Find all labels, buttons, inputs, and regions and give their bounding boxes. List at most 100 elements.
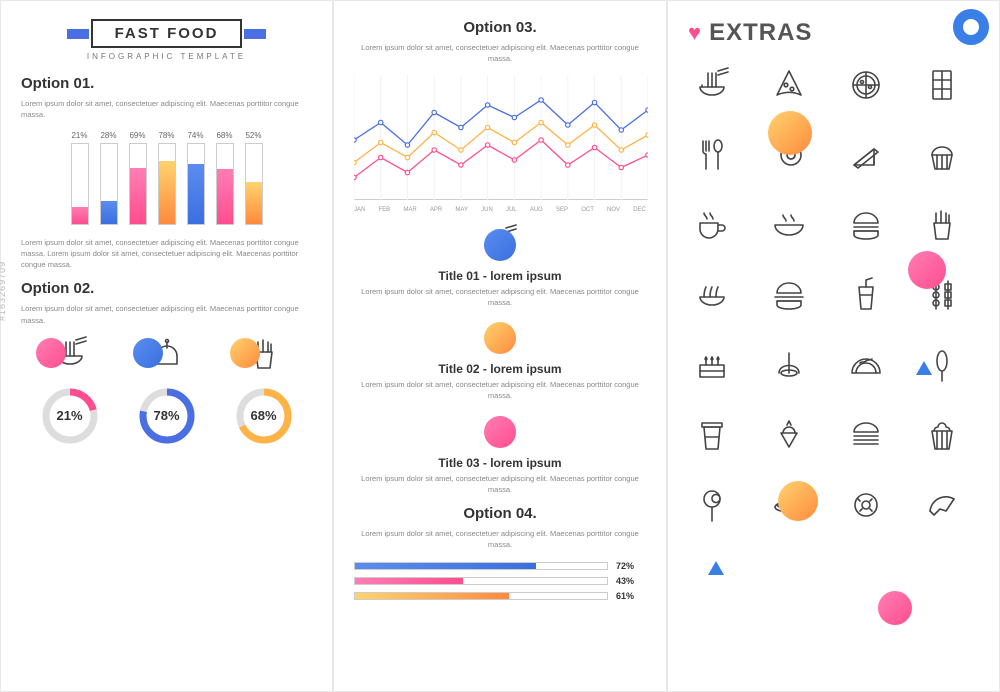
bar-track [187, 143, 205, 225]
donut-item: 78% [127, 336, 207, 448]
bar-label: 78% [158, 131, 176, 140]
bar-column: 52% [245, 131, 263, 225]
header-subtitle: INFOGRAPHIC TEMPLATE [21, 52, 312, 61]
chocolate-icon [918, 61, 966, 109]
coffee-icon [688, 201, 736, 249]
bar-label: 21% [71, 131, 89, 140]
fries-icon [918, 201, 966, 249]
watermark: #183269709 [0, 261, 7, 321]
pizza-round-icon [842, 61, 890, 109]
noodles2-icon [688, 271, 736, 319]
donut-item: 21% [30, 336, 110, 448]
title-item: Title 01 - lorem ipsum Lorem ipsum dolor… [354, 225, 646, 309]
title-item: Title 02 - lorem ipsum Lorem ipsum dolor… [354, 318, 646, 402]
blob-accent [908, 251, 946, 289]
taco-icon [842, 341, 890, 389]
bar-column: 28% [100, 131, 118, 225]
burger3-icon [842, 411, 890, 459]
option01-title: Option 01. [21, 75, 312, 92]
ring-accent-icon [953, 9, 989, 45]
noodles-icon [688, 61, 736, 109]
lollipop-icon [688, 481, 736, 529]
bar-label: 28% [100, 131, 118, 140]
bar-track [100, 143, 118, 225]
corndog-icon [918, 341, 966, 389]
blob-accent [878, 591, 912, 625]
option02-donuts: 21% 78% 68% [21, 336, 312, 448]
togo-cup-icon [688, 411, 736, 459]
bar-track [158, 143, 176, 225]
hbar-pct: 72% [616, 561, 646, 571]
bar-track [129, 143, 147, 225]
donut-chart: 78% [135, 384, 199, 448]
option04-title: Option 04. [354, 505, 646, 522]
title-label: Title 02 - lorem ipsum [354, 362, 646, 376]
title-item: Title 03 - lorem ipsum Lorem ipsum dolor… [354, 412, 646, 496]
option03-title: Option 03. [354, 19, 646, 36]
hbar-track [354, 577, 608, 585]
cake-slice-icon [842, 131, 890, 179]
blob-accent [778, 481, 818, 521]
soup-icon [765, 201, 813, 249]
croissant-icon [918, 481, 966, 529]
option01-desc2: Lorem ipsum dolor sit amet, consectetuer… [21, 237, 312, 271]
donut-chart: 21% [38, 384, 102, 448]
bar-track [245, 143, 263, 225]
bar-column: 74% [187, 131, 205, 225]
hbar-pct: 43% [616, 576, 646, 586]
option03-chart: JANFEBMARAPRMAYJUNJULAUGSEPOCTNOVDEC [354, 75, 646, 213]
burger2-icon [765, 271, 813, 319]
cutlery-icon [688, 131, 736, 179]
title-desc: Lorem ipsum dolor sit amet, consectetuer… [354, 473, 646, 496]
donut-pct: 78% [135, 384, 199, 448]
bar-label: 69% [129, 131, 147, 140]
bar-label: 68% [216, 131, 234, 140]
extras-icon-grid [688, 61, 979, 529]
panel-right: ♥ EXTRAS [667, 0, 1000, 692]
bar-column: 69% [129, 131, 147, 225]
option04-bars: 72% 43% 61% [354, 561, 646, 601]
panel-middle: Option 03. Lorem ipsum dolor sit amet, c… [333, 0, 667, 692]
birthday-cake-icon [688, 341, 736, 389]
hbar-pct: 61% [616, 591, 646, 601]
cupcake-icon [918, 131, 966, 179]
donut-icon [842, 481, 890, 529]
option01-desc: Lorem ipsum dolor sit amet, consectetuer… [21, 98, 312, 121]
option03-title-list: Title 01 - lorem ipsum Lorem ipsum dolor… [354, 225, 646, 496]
option02-desc: Lorem ipsum dolor sit amet, consectetuer… [21, 303, 312, 326]
hbar-row: 61% [354, 591, 646, 601]
pizza-slice-icon [765, 61, 813, 109]
header-ribbon: FAST FOOD [21, 19, 312, 48]
option02-title: Option 02. [21, 280, 312, 297]
soda-icon [842, 271, 890, 319]
sundae-icon [765, 411, 813, 459]
blob-accent [768, 111, 812, 155]
hbar-track [354, 592, 608, 600]
option03-desc: Lorem ipsum dolor sit amet, consectetuer… [354, 42, 646, 65]
burger-icon [842, 201, 890, 249]
triangle-accent [708, 561, 724, 575]
sausage-icon [765, 341, 813, 389]
title-desc: Lorem ipsum dolor sit amet, consectetuer… [354, 286, 646, 309]
bar-column: 78% [158, 131, 176, 225]
extras-header: ♥ EXTRAS [688, 19, 979, 47]
bar-column: 21% [71, 131, 89, 225]
donut-chart: 68% [232, 384, 296, 448]
bar-track [216, 143, 234, 225]
bar-column: 68% [216, 131, 234, 225]
title-desc: Lorem ipsum dolor sit amet, consectetuer… [354, 379, 646, 402]
title-label: Title 03 - lorem ipsum [354, 456, 646, 470]
donut-item: 68% [224, 336, 304, 448]
option01-bars: 21% 28% 69% 78% 74% 68% 52% [21, 131, 312, 225]
popcorn-icon [918, 411, 966, 459]
heart-icon: ♥ [688, 20, 701, 46]
hbar-row: 43% [354, 576, 646, 586]
title-label: Title 01 - lorem ipsum [354, 269, 646, 283]
bar-track [71, 143, 89, 225]
bar-label: 74% [187, 131, 205, 140]
header-title: FAST FOOD [91, 19, 243, 48]
hbar-track [354, 562, 608, 570]
donut-pct: 68% [232, 384, 296, 448]
bar-label: 52% [245, 131, 263, 140]
panel-left: FAST FOOD INFOGRAPHIC TEMPLATE Option 01… [0, 0, 333, 692]
